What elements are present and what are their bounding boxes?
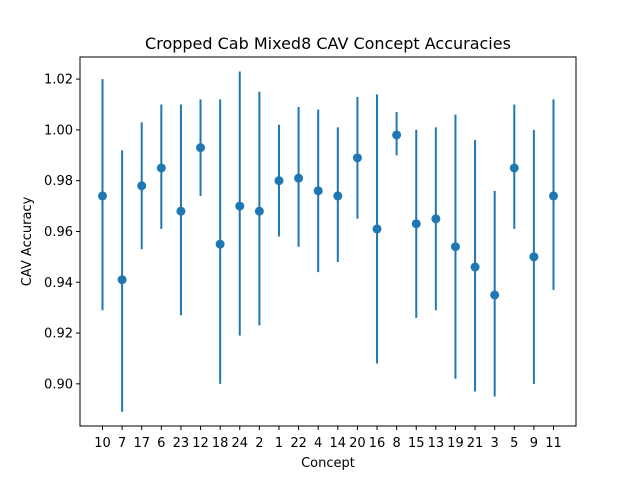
point-4 (313, 186, 323, 196)
plot-frame (79, 56, 577, 427)
point-18 (215, 239, 225, 249)
point-23 (176, 206, 186, 216)
x-tick-label-14: 14 (330, 436, 347, 451)
point-22 (294, 173, 304, 183)
x-tick-label-11: 11 (545, 436, 562, 451)
point-5 (509, 163, 519, 173)
x-tick-label-21: 21 (467, 436, 484, 451)
point-19 (450, 242, 460, 252)
point-21 (470, 262, 480, 272)
y-tick-label: 0.90 (44, 377, 73, 392)
x-tick-label-5: 5 (510, 436, 518, 451)
error-bars (101, 71, 555, 412)
x-tick-label-13: 13 (428, 436, 445, 451)
x-tick-label-6: 6 (157, 436, 165, 451)
x-axis-label: Concept (301, 456, 355, 471)
point-8 (392, 130, 402, 140)
point-2 (254, 206, 264, 216)
x-tick-label-12: 12 (192, 436, 209, 451)
y-tick-label: 0.96 (44, 225, 73, 240)
x-tick-label-23: 23 (173, 436, 190, 451)
x-tick-label-3: 3 (491, 436, 499, 451)
point-6 (156, 163, 166, 173)
x-tick-label-7: 7 (118, 436, 126, 451)
y-tick-label: 0.94 (44, 276, 73, 291)
point-1 (274, 176, 284, 186)
chart-title: Cropped Cab Mixed8 CAV Concept Accuracie… (145, 34, 511, 53)
x-tick-label-17: 17 (133, 436, 150, 451)
point-13 (431, 214, 441, 224)
x-tick-label-20: 20 (349, 436, 366, 451)
x-tick-label-10: 10 (94, 436, 111, 451)
x-tick-label-15: 15 (408, 436, 425, 451)
y-axis-label: CAV Accuracy (20, 196, 35, 286)
y-tick-label: 1.02 (44, 73, 73, 88)
point-16 (372, 224, 382, 234)
x-tick-label-24: 24 (231, 436, 248, 451)
y-tick-label: 0.98 (44, 174, 73, 189)
x-tick-label-16: 16 (369, 436, 386, 451)
point-10 (98, 191, 107, 201)
point-17 (137, 181, 147, 191)
point-9 (529, 252, 539, 262)
data-points (98, 130, 558, 300)
x-axis: 10 7 17 6 23 12 18 24 2 1 22 4 14 20 16 8 15 13 19 21 3 5 9 11 (94, 426, 562, 451)
x-tick-label-2: 2 (255, 436, 263, 451)
x-tick-label-8: 8 (392, 436, 400, 451)
point-14 (333, 191, 343, 201)
x-tick-label-4: 4 (314, 436, 322, 451)
x-tick-label-9: 9 (530, 436, 538, 451)
point-12 (196, 143, 206, 153)
point-11 (549, 191, 558, 201)
y-axis: 0.90 0.92 0.94 0.96 0.98 1.00 1.02 (44, 73, 80, 392)
x-tick-label-19: 19 (447, 436, 464, 451)
point-7 (117, 275, 127, 285)
point-3 (490, 290, 500, 300)
point-24 (235, 201, 245, 211)
y-tick-label: 0.92 (44, 327, 73, 342)
point-15 (411, 219, 421, 229)
y-tick-label: 1.00 (44, 123, 73, 138)
point-20 (352, 153, 362, 163)
x-tick-label-1: 1 (275, 436, 283, 451)
x-tick-label-22: 22 (290, 436, 307, 451)
x-tick-label-18: 18 (212, 436, 229, 451)
